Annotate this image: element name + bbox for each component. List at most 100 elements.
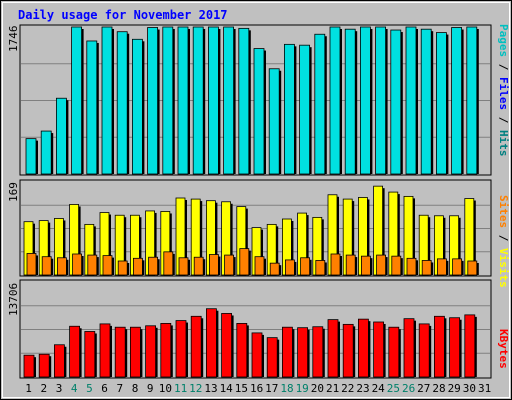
- sites-bar-25: [391, 255, 402, 276]
- kbytes-bar-26: [403, 318, 415, 378]
- panel-kbytes-legend: KBytes: [497, 329, 510, 369]
- pages-bar-21: [329, 26, 341, 175]
- kbytes-bar-12: [190, 315, 202, 378]
- kbytes-bar-14: [221, 313, 233, 378]
- sites-bar-12: [193, 256, 204, 276]
- sites-bar-4: [72, 253, 82, 276]
- pages-bar-16: [253, 48, 265, 175]
- sites-bar-14: [224, 254, 235, 276]
- sites-bar-15: [239, 248, 250, 276]
- pages-bar-13: [207, 26, 219, 175]
- kbytes-bar-11: [175, 320, 187, 378]
- x-tick-label-3: 3: [56, 382, 63, 395]
- kbytes-bar-30: [464, 314, 476, 378]
- sites-bar-23: [360, 255, 371, 276]
- panel-visits-axis-label: 169: [7, 182, 20, 202]
- pages-bar-5: [86, 40, 98, 175]
- kbytes-bar-22: [342, 323, 354, 378]
- kbytes-bar-21: [327, 319, 339, 378]
- pages-bar-19: [299, 44, 311, 175]
- pages-bar-3: [56, 97, 67, 175]
- panel-kbytes: 13706 KBytes: [7, 279, 510, 379]
- kbytes-bar-13: [205, 308, 217, 378]
- sites-bar-9: [148, 256, 159, 276]
- x-tick-label-9: 9: [147, 382, 154, 395]
- sites-bar-8: [132, 257, 143, 276]
- x-tick-label-27: 27: [417, 382, 430, 395]
- kbytes-bar-5: [84, 331, 96, 378]
- panel-hits: 1746 Pages / Files / Hits: [7, 24, 510, 176]
- pages-bar-10: [162, 26, 174, 175]
- sites-bar-7: [117, 260, 128, 276]
- pages-bar-9: [147, 27, 159, 175]
- sites-bar-21: [330, 253, 341, 276]
- pages-bar-6: [101, 26, 113, 175]
- sites-bar-11: [178, 257, 189, 276]
- x-tick-label-10: 10: [159, 382, 172, 395]
- sites-bar-5: [87, 254, 98, 276]
- x-tick-label-29: 29: [448, 382, 461, 395]
- pages-bar-17: [268, 68, 280, 175]
- x-tick-label-15: 15: [235, 382, 248, 395]
- legend-hits: Hits: [497, 130, 510, 157]
- x-tick-label-30: 30: [463, 382, 476, 395]
- panel-visits-bars: [23, 185, 479, 276]
- kbytes-bar-17: [266, 337, 278, 378]
- legend-sites: Sites: [497, 195, 510, 228]
- x-tick-label-20: 20: [311, 382, 324, 395]
- x-tick-label-24: 24: [372, 382, 386, 395]
- kbytes-bar-27: [418, 323, 430, 378]
- pages-bar-28: [435, 32, 447, 175]
- sites-bar-19: [300, 257, 311, 276]
- kbytes-bar-7: [114, 326, 126, 378]
- pages-bar-2: [40, 130, 52, 175]
- kbytes-bar-20: [312, 326, 324, 378]
- legend-kbytes: KBytes: [497, 329, 510, 369]
- sites-bar-2: [41, 256, 52, 276]
- kbytes-bar-1: [23, 354, 35, 378]
- sites-bar-24: [376, 254, 387, 276]
- legend-visits: Visits: [497, 248, 510, 288]
- sites-bar-30: [467, 260, 478, 276]
- sites-bar-1: [26, 253, 37, 276]
- x-tick-label-26: 26: [402, 382, 415, 395]
- x-tick-label-2: 2: [40, 382, 47, 395]
- sites-bar-13: [208, 254, 219, 276]
- x-tick-label-13: 13: [204, 382, 217, 395]
- sites-bar-20: [315, 260, 326, 276]
- pages-bar-14: [223, 26, 235, 175]
- kbytes-bar-4: [69, 325, 80, 378]
- x-tick-label-5: 5: [86, 382, 93, 395]
- x-tick-label-8: 8: [132, 382, 139, 395]
- pages-bar-18: [283, 43, 295, 175]
- x-tick-label-28: 28: [432, 382, 445, 395]
- pages-bar-12: [192, 26, 204, 175]
- sites-bar-10: [163, 251, 174, 276]
- panel-hits-axis-label: 1746: [7, 26, 20, 53]
- sites-bar-22: [345, 254, 356, 276]
- pages-bar-8: [131, 38, 143, 175]
- pages-bar-22: [344, 28, 356, 175]
- pages-bar-11: [177, 26, 189, 175]
- pages-bar-26: [405, 26, 417, 175]
- sites-bar-18: [284, 259, 295, 276]
- sites-bar-3: [57, 257, 67, 276]
- x-tick-label-25: 25: [387, 382, 400, 395]
- pages-bar-20: [314, 33, 326, 175]
- kbytes-bar-29: [449, 317, 461, 378]
- legend-separator: /: [497, 228, 510, 248]
- kbytes-bar-15: [236, 323, 248, 378]
- sites-bar-17: [269, 262, 280, 276]
- sites-bar-29: [452, 258, 463, 276]
- kbytes-bar-9: [145, 325, 157, 378]
- kbytes-bar-18: [281, 326, 293, 378]
- sites-bar-16: [254, 256, 265, 276]
- sites-bar-6: [102, 255, 113, 276]
- x-tick-label-12: 12: [189, 382, 202, 395]
- sites-bar-27: [421, 260, 432, 276]
- kbytes-bar-23: [357, 318, 369, 378]
- kbytes-bar-3: [54, 344, 65, 378]
- panel-kbytes-axis-label: 13706: [7, 283, 20, 316]
